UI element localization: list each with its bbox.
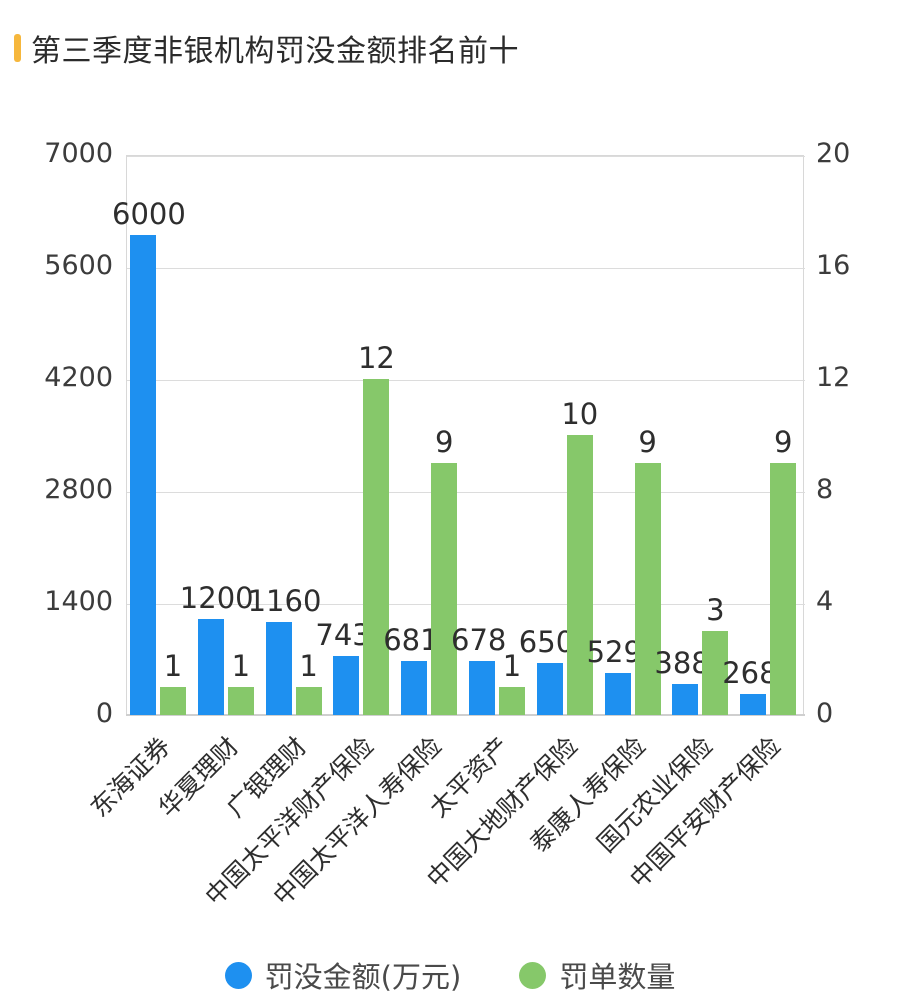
bar-group[interactable]: 1160 1 <box>248 155 330 715</box>
y-axis-left-tick: 2800 <box>44 474 113 505</box>
bar-value-label: 681 <box>383 622 439 657</box>
bar-value-label: 12 <box>357 341 395 375</box>
title-accent-bar <box>14 34 21 62</box>
y-axis-right-tick: 12 <box>816 362 851 393</box>
y-axis-left-tick: 5600 <box>44 250 113 281</box>
bar-group[interactable]: 650 10 <box>519 155 601 715</box>
bar-value-label: 529 <box>586 634 642 669</box>
bar-group[interactable]: 678 1 <box>451 155 533 715</box>
bar-penalty-amount[interactable] <box>604 672 631 715</box>
bar-penalty-amount[interactable] <box>333 655 360 715</box>
bar-penalty-count[interactable] <box>499 687 525 715</box>
bar-penalty-count[interactable] <box>702 631 729 715</box>
chart-legend: 罚没金额(万元) 罚单数量 <box>0 950 900 1000</box>
bar-value-label: 678 <box>451 622 507 657</box>
y-axis-left-tick: 7000 <box>44 138 113 169</box>
bar-value-label: 650 <box>518 625 575 659</box>
legend-label: 罚单数量 <box>559 960 676 994</box>
bar-value-label: 9 <box>638 425 657 459</box>
bar-value-label: 1 <box>231 649 251 683</box>
bar-series-container: 6000 1 1200 1 1160 1 743 12 681 9 678 1 650 10 529 9 388… <box>112 155 804 715</box>
legend-item[interactable]: 罚没金额(万元) <box>224 954 462 996</box>
y-axis-left-tick: 4200 <box>44 362 113 393</box>
gridline <box>127 604 805 605</box>
bar-value-label: 1 <box>299 649 318 683</box>
gridline <box>127 156 805 157</box>
bar-value-label: 1 <box>502 649 522 683</box>
legend-item[interactable]: 罚单数量 <box>519 954 675 996</box>
y-axis-left-tick: 1400 <box>44 586 113 617</box>
bar-penalty-amount[interactable] <box>197 619 224 715</box>
bar-penalty-count[interactable] <box>295 687 322 715</box>
bar-value-label: 3 <box>706 593 725 627</box>
bar-penalty-count[interactable] <box>566 435 593 715</box>
bar-value-label: 743 <box>315 617 371 652</box>
y-axis-right-tick: 20 <box>816 138 851 169</box>
bar-group[interactable]: 529 9 <box>587 155 669 715</box>
bar-group[interactable]: 388 3 <box>654 155 736 715</box>
bar-penalty-count[interactable] <box>160 687 186 715</box>
bar-value-label: 10 <box>561 397 599 431</box>
bar-value-label: 9 <box>773 425 793 459</box>
bar-penalty-amount[interactable] <box>130 235 156 715</box>
legend-label: 罚没金额(万元) <box>264 960 462 994</box>
bar-group[interactable]: 268 9 <box>722 155 804 715</box>
y-axis-right-tick: 0 <box>816 698 834 729</box>
bar-penalty-count[interactable] <box>634 463 661 715</box>
bar-value-label: 388 <box>654 645 710 680</box>
bar-penalty-count[interactable] <box>770 463 797 715</box>
gridline <box>127 268 805 269</box>
bar-group[interactable]: 1200 1 <box>180 155 262 715</box>
circle-marker-icon <box>519 961 547 989</box>
y-axis-right-tick: 16 <box>816 250 851 281</box>
bar-value-label: 268 <box>722 655 778 690</box>
bar-group[interactable]: 743 12 <box>315 155 397 715</box>
page-title: 第三季度非银机构罚没金额排名前十 <box>31 34 519 69</box>
plot-area <box>126 155 805 715</box>
y-axis-left-tick: 0 <box>95 698 113 729</box>
chart-title-bar: 第三季度非银机构罚没金额排名前十 <box>0 18 900 78</box>
bar-penalty-amount[interactable] <box>265 622 292 715</box>
bar-penalty-count[interactable] <box>227 687 254 715</box>
y-axis-right-tick: 4 <box>816 586 834 617</box>
bar-penalty-amount[interactable] <box>672 683 699 715</box>
bar-penalty-amount[interactable] <box>401 660 428 715</box>
bar-penalty-amount[interactable] <box>740 693 767 715</box>
bar-group[interactable]: 681 9 <box>383 155 465 715</box>
y-axis-right-tick: 8 <box>816 474 834 505</box>
gridline <box>127 492 805 493</box>
gridline <box>127 380 805 381</box>
bar-penalty-amount[interactable] <box>469 660 495 715</box>
bar-group[interactable]: 6000 1 <box>112 155 194 715</box>
x-axis-line <box>126 714 805 716</box>
bar-penalty-count[interactable] <box>363 379 390 715</box>
bar-penalty-count[interactable] <box>431 463 458 715</box>
bar-value-label: 9 <box>434 425 454 459</box>
circle-marker-icon <box>224 961 252 989</box>
bar-value-label: 1 <box>163 649 183 683</box>
bar-penalty-amount[interactable] <box>536 663 563 715</box>
